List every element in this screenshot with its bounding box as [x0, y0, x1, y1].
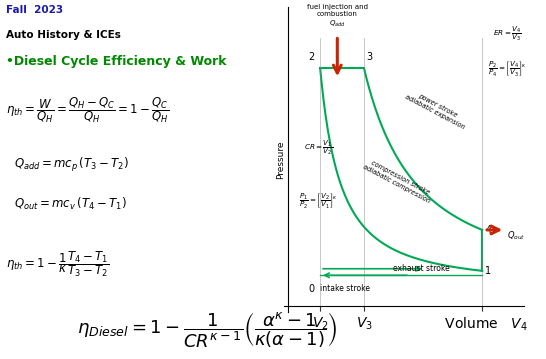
Text: $Q_{out} = mc_v\,(T_4 - T_1)$: $Q_{out} = mc_v\,(T_4 - T_1)$ — [14, 196, 127, 212]
Text: 1: 1 — [485, 266, 491, 276]
Text: power stroke
adiabatic expansion: power stroke adiabatic expansion — [404, 87, 469, 130]
Text: $\eta_{th} = \dfrac{W}{Q_H} = \dfrac{Q_H - Q_C}{Q_H} = 1 - \dfrac{Q_C}{Q_H}$: $\eta_{th} = \dfrac{W}{Q_H} = \dfrac{Q_H… — [5, 95, 169, 125]
Text: 4: 4 — [485, 225, 491, 235]
Y-axis label: Pressure: Pressure — [276, 140, 285, 179]
Text: Fall  2023: Fall 2023 — [5, 5, 63, 15]
Text: intake stroke: intake stroke — [320, 284, 370, 293]
Text: $Q_{out}$: $Q_{out}$ — [507, 230, 525, 242]
Text: $\eta_{Diesel} = 1 - \dfrac{1}{CR^{\kappa-1}}\left(\dfrac{\alpha^\kappa - 1}{\ka: $\eta_{Diesel} = 1 - \dfrac{1}{CR^{\kapp… — [78, 310, 337, 350]
Text: Auto History & ICEs: Auto History & ICEs — [5, 30, 121, 40]
Text: $ER = \dfrac{V_4}{V_3}$: $ER = \dfrac{V_4}{V_3}$ — [492, 25, 521, 43]
Text: fuel injection and
combustion
$Q_{add}$: fuel injection and combustion $Q_{add}$ — [307, 4, 368, 29]
Text: $\dfrac{P_2}{P_4} = \left[\dfrac{V_4}{V_3}\right]^\kappa$: $\dfrac{P_2}{P_4} = \left[\dfrac{V_4}{V_… — [488, 60, 526, 79]
Text: 2: 2 — [308, 52, 314, 62]
Text: $CR = \dfrac{V_1}{V_2}$: $CR = \dfrac{V_1}{V_2}$ — [304, 139, 333, 157]
Text: 3: 3 — [367, 52, 373, 62]
Text: compression stroke
adiabatic compression: compression stroke adiabatic compression — [362, 158, 435, 204]
Text: $\dfrac{P_1}{P_2} = \left[\dfrac{V_2}{V_1}\right]^\kappa$: $\dfrac{P_1}{P_2} = \left[\dfrac{V_2}{V_… — [299, 191, 337, 210]
Text: $Q_{add} = mc_p\,(T_3 - T_2)$: $Q_{add} = mc_p\,(T_3 - T_2)$ — [14, 156, 129, 174]
Text: •Diesel Cycle Efficiency & Work: •Diesel Cycle Efficiency & Work — [5, 55, 226, 68]
Text: 0: 0 — [308, 284, 314, 294]
Text: exhaust stroke: exhaust stroke — [393, 264, 449, 273]
Text: $\eta_{th} = 1 - \dfrac{1}{\kappa}\dfrac{T_4 - T_1}{T_3 - T_2}$: $\eta_{th} = 1 - \dfrac{1}{\kappa}\dfrac… — [5, 249, 109, 279]
